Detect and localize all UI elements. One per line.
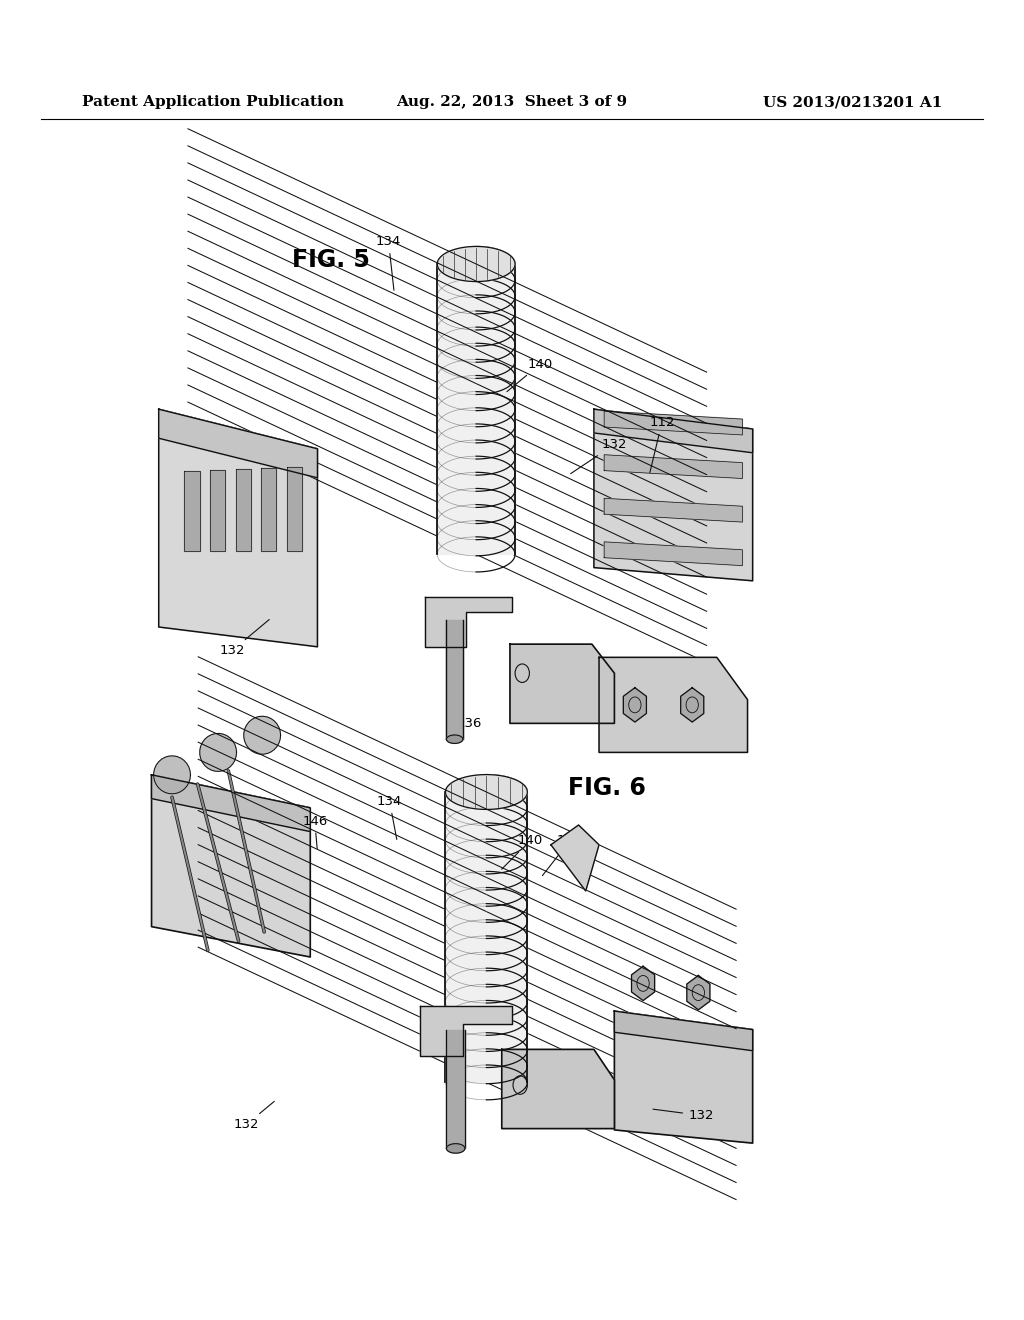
Polygon shape <box>445 775 527 809</box>
Polygon shape <box>420 1006 512 1056</box>
Text: 132: 132 <box>233 1101 274 1131</box>
Polygon shape <box>425 597 512 647</box>
Polygon shape <box>687 975 710 1010</box>
Polygon shape <box>594 409 753 453</box>
Text: 132: 132 <box>219 619 269 657</box>
Text: 134: 134 <box>377 795 402 840</box>
Polygon shape <box>681 688 703 722</box>
Polygon shape <box>437 247 515 281</box>
Text: 112: 112 <box>649 416 675 473</box>
Polygon shape <box>502 1049 614 1129</box>
Text: 132: 132 <box>653 1109 714 1122</box>
Polygon shape <box>604 499 742 523</box>
Polygon shape <box>604 454 742 479</box>
Polygon shape <box>159 409 317 478</box>
Polygon shape <box>184 471 200 552</box>
Polygon shape <box>159 409 317 647</box>
Polygon shape <box>446 1143 465 1154</box>
Polygon shape <box>614 1011 753 1143</box>
Polygon shape <box>446 1030 465 1148</box>
Polygon shape <box>244 717 281 754</box>
Polygon shape <box>437 264 515 554</box>
Polygon shape <box>604 412 742 436</box>
Polygon shape <box>261 467 276 552</box>
Text: 132: 132 <box>570 438 627 474</box>
Polygon shape <box>446 620 463 739</box>
Text: 136: 136 <box>457 702 482 730</box>
Polygon shape <box>446 735 463 743</box>
Polygon shape <box>154 756 190 793</box>
Text: FIG. 5: FIG. 5 <box>292 248 370 272</box>
Polygon shape <box>287 467 302 552</box>
Text: 134: 134 <box>376 235 401 290</box>
Polygon shape <box>594 409 753 581</box>
Polygon shape <box>445 792 527 1082</box>
Polygon shape <box>236 469 251 552</box>
Text: FIG. 6: FIG. 6 <box>568 776 646 800</box>
Polygon shape <box>551 825 599 891</box>
Polygon shape <box>624 688 646 722</box>
Text: 146: 146 <box>302 814 328 849</box>
Text: Patent Application Publication: Patent Application Publication <box>82 95 344 110</box>
Polygon shape <box>599 657 748 752</box>
Polygon shape <box>510 644 614 723</box>
Polygon shape <box>604 543 742 566</box>
Polygon shape <box>200 734 237 771</box>
Text: Aug. 22, 2013  Sheet 3 of 9: Aug. 22, 2013 Sheet 3 of 9 <box>396 95 628 110</box>
Polygon shape <box>152 775 310 957</box>
Polygon shape <box>210 470 225 552</box>
Polygon shape <box>152 775 310 832</box>
Polygon shape <box>632 966 654 1001</box>
Text: 136: 136 <box>543 834 583 875</box>
Polygon shape <box>614 1011 753 1051</box>
Text: US 2013/0213201 A1: US 2013/0213201 A1 <box>763 95 942 110</box>
Text: 140: 140 <box>502 834 543 870</box>
Text: 140: 140 <box>507 358 553 392</box>
